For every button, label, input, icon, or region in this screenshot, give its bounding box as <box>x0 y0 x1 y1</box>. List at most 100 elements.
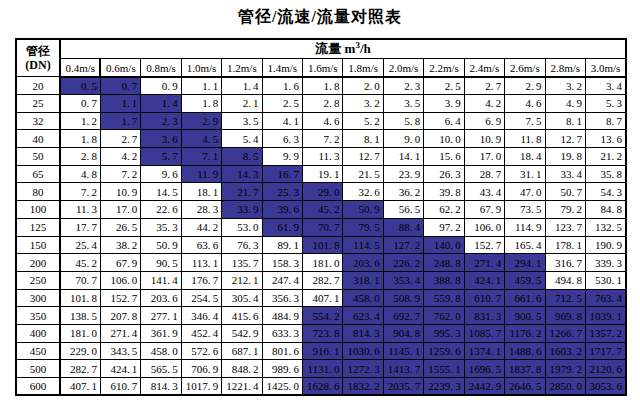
flow-value-cell: 2442. 9 <box>464 378 504 396</box>
flow-value-cell: 1017. 9 <box>181 378 221 396</box>
flow-value-cell: 22. 6 <box>141 201 181 219</box>
flow-value-cell: 1. 4 <box>222 77 262 95</box>
flow-value-cell: 494. 8 <box>545 271 585 289</box>
flow-value-cell: 904. 8 <box>383 324 423 342</box>
flow-value-cell: 623. 4 <box>343 307 383 325</box>
flow-value-cell: 3. 5 <box>222 112 262 130</box>
flow-value-cell: 11. 8 <box>505 130 545 148</box>
pipe-diameter-header: 管径 (DN) <box>16 39 60 77</box>
flow-value-cell: 207. 8 <box>100 307 140 325</box>
flow-value-cell: 190. 9 <box>585 236 626 254</box>
flow-value-cell: 135. 7 <box>222 254 262 272</box>
flow-value-cell: 248. 8 <box>424 254 464 272</box>
flow-value-cell: 35. 3 <box>141 218 181 236</box>
flow-value-cell: 346. 4 <box>181 307 221 325</box>
flow-value-cell: 212. 1 <box>222 271 262 289</box>
flow-value-cell: 508. 9 <box>383 289 423 307</box>
flow-value-cell: 181. 0 <box>303 254 343 272</box>
table-row: 25070. 7106. 0141. 4176. 7212. 1247. 428… <box>16 271 626 289</box>
flow-value-cell: 458. 0 <box>343 289 383 307</box>
flow-value-cell: 5. 8 <box>383 112 423 130</box>
pipe-diameter-value: 150 <box>16 236 60 254</box>
velocity-column-header: 2.4m/s <box>464 59 504 77</box>
flow-value-cell: 5. 4 <box>222 130 262 148</box>
flow-value-cell: 3053. 6 <box>585 378 626 396</box>
flow-value-cell: 21. 5 <box>343 165 383 183</box>
flow-value-cell: 14. 3 <box>222 165 262 183</box>
flow-value-cell: 28. 7 <box>464 165 504 183</box>
flow-value-cell: 79. 2 <box>545 201 585 219</box>
table-row: 20045. 267. 990. 5113. 1135. 7158. 3181.… <box>16 254 626 272</box>
flow-value-cell: 2. 5 <box>424 77 464 95</box>
flow-value-cell: 70. 7 <box>60 271 100 289</box>
flow-value-cell: 4. 6 <box>505 95 545 113</box>
flow-value-cell: 76. 3 <box>222 236 262 254</box>
table-row: 502. 84. 25. 77. 18. 59. 911. 312. 714. … <box>16 148 626 166</box>
flow-value-cell: 723. 8 <box>303 324 343 342</box>
flow-value-cell: 50. 7 <box>545 183 585 201</box>
flow-value-cell: 16. 7 <box>262 165 302 183</box>
flow-value-cell: 415. 6 <box>222 307 262 325</box>
flow-value-cell: 4. 1 <box>262 112 302 130</box>
flow-value-cell: 229. 0 <box>60 342 100 360</box>
flow-value-cell: 176. 7 <box>181 271 221 289</box>
flow-value-cell: 101. 8 <box>60 289 100 307</box>
flow-value-cell: 1. 8 <box>303 77 343 95</box>
flow-value-cell: 343. 5 <box>100 342 140 360</box>
flow-rate-header: 流量 m3/h <box>60 39 626 59</box>
flow-value-cell: 4. 2 <box>464 95 504 113</box>
flow-value-cell: 62. 2 <box>424 201 464 219</box>
flow-value-cell: 18. 1 <box>181 183 221 201</box>
flow-value-cell: 7. 5 <box>505 112 545 130</box>
flow-value-cell: 70. 7 <box>303 218 343 236</box>
flow-value-cell: 6. 4 <box>424 112 464 130</box>
flow-value-cell: 15. 6 <box>424 148 464 166</box>
pipe-diameter-label: 管径 <box>17 44 59 58</box>
flow-value-cell: 388. 8 <box>424 271 464 289</box>
flow-value-cell: 114. 9 <box>505 218 545 236</box>
flow-value-cell: 1357. 2 <box>585 324 626 342</box>
flow-value-cell: 4. 6 <box>303 112 343 130</box>
velocity-column-header: 1.0m/s <box>181 59 221 77</box>
flow-value-cell: 25. 4 <box>60 236 100 254</box>
table-row: 200. 50. 70. 91. 11. 41. 61. 82. 02. 32.… <box>16 77 626 95</box>
flow-value-cell: 7. 1 <box>181 148 221 166</box>
flow-value-cell: 282. 7 <box>60 360 100 378</box>
flow-value-cell: 67. 9 <box>100 254 140 272</box>
flow-value-cell: 4. 8 <box>60 165 100 183</box>
flow-value-cell: 56. 5 <box>383 201 423 219</box>
flow-value-cell: 4. 9 <box>545 95 585 113</box>
flow-value-cell: 28. 3 <box>181 201 221 219</box>
flow-value-cell: 1413. 7 <box>383 360 423 378</box>
flow-value-cell: 3. 5 <box>383 95 423 113</box>
velocity-column-header: 2.2m/s <box>424 59 464 77</box>
flow-value-cell: 633. 3 <box>262 324 302 342</box>
flow-value-cell: 282. 7 <box>303 271 343 289</box>
pipe-diameter-value: 350 <box>16 307 60 325</box>
flow-value-cell: 271. 4 <box>464 254 504 272</box>
flow-value-cell: 3. 2 <box>343 95 383 113</box>
flow-value-cell: 45. 2 <box>303 201 343 219</box>
table-row: 450229. 0343. 5458. 0572. 6687. 1801. 69… <box>16 342 626 360</box>
flow-value-cell: 2. 0 <box>343 77 383 95</box>
flow-value-cell: 2. 5 <box>262 95 302 113</box>
flow-value-cell: 10. 9 <box>100 183 140 201</box>
flow-value-cell: 8. 1 <box>343 130 383 148</box>
flow-value-cell: 1696. 5 <box>464 360 504 378</box>
flow-value-cell: 106. 0 <box>464 218 504 236</box>
flow-value-cell: 989. 6 <box>262 360 302 378</box>
flow-value-cell: 2. 8 <box>60 148 100 166</box>
flow-value-cell: 1488. 6 <box>505 342 545 360</box>
pipe-diameter-value: 80 <box>16 183 60 201</box>
flow-value-cell: 178. 1 <box>545 236 585 254</box>
flow-value-cell: 565. 5 <box>141 360 181 378</box>
pipe-diameter-value: 32 <box>16 112 60 130</box>
pipe-flow-table: 管径 (DN) 流量 m3/h 0.4m/s0.6m/s0.8m/s1.0m/s… <box>15 38 627 396</box>
flow-value-cell: 1. 8 <box>181 95 221 113</box>
table-row: 321. 21. 72. 32. 93. 54. 14. 65. 25. 86.… <box>16 112 626 130</box>
flow-value-cell: 44. 2 <box>181 218 221 236</box>
flow-value-cell: 63. 6 <box>181 236 221 254</box>
velocity-column-header: 3.0m/s <box>585 59 626 77</box>
flow-value-cell: 452. 4 <box>181 324 221 342</box>
flow-value-cell: 305. 4 <box>222 289 262 307</box>
